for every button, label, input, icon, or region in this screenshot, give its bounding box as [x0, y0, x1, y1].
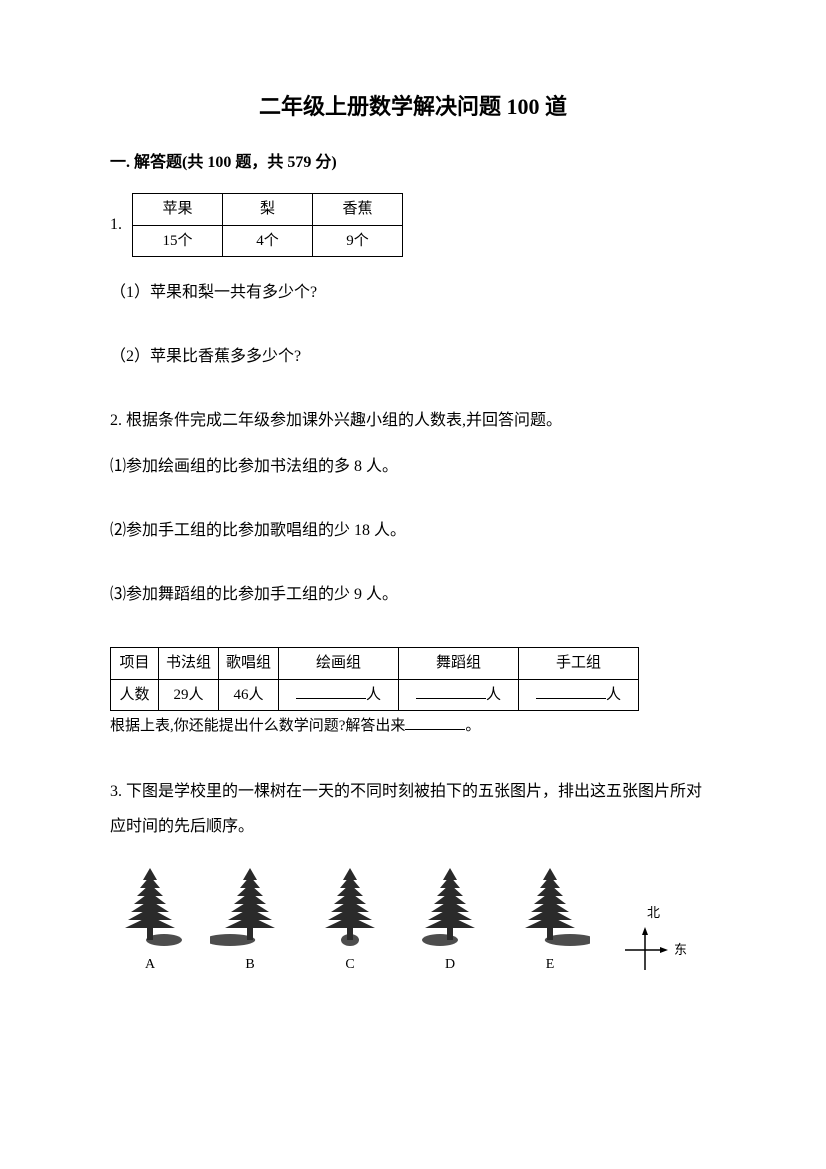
section-header: 一. 解答题(共 100 题，共 579 分) — [110, 151, 716, 175]
fruit-value: 4个 — [223, 225, 313, 257]
tree-label: E — [546, 954, 555, 975]
compass-icon: 北 东 — [620, 903, 687, 975]
question-1: 1. 苹果 梨 香蕉 15个 4个 9个 — [110, 193, 716, 257]
compass-east-label: 东 — [674, 940, 687, 960]
groups-table: 项目 书法组 歌唱组 绘画组 舞蹈组 手工组 人数 29人 46人 人 人 人 — [110, 647, 639, 711]
blank-line — [296, 685, 366, 699]
fruit-header: 香蕉 — [313, 194, 403, 226]
tree-label: B — [245, 954, 254, 975]
tree-c: C — [310, 858, 390, 975]
blank-line — [405, 716, 465, 730]
fruit-header: 苹果 — [133, 194, 223, 226]
blank-line — [536, 685, 606, 699]
tree-b: B — [210, 858, 290, 975]
tree-label: A — [145, 954, 155, 975]
table-cell: 46人 — [219, 679, 279, 711]
tree-a: A — [110, 858, 190, 975]
q2-cond3: ⑶参加舞蹈组的比参加手工组的少 9 人。 — [110, 583, 716, 607]
q2-followup: 根据上表,你还能提出什么数学问题?解答出来。 — [110, 715, 716, 738]
fruit-table: 苹果 梨 香蕉 15个 4个 9个 — [132, 193, 403, 257]
trees-row: A B C D E 北 东 — [110, 858, 716, 975]
fruit-header: 梨 — [223, 194, 313, 226]
fruit-value: 15个 — [133, 225, 223, 257]
compass-svg — [620, 925, 670, 975]
table-cell-blank: 人 — [399, 679, 519, 711]
blank-line — [416, 685, 486, 699]
q2-intro: 2. 根据条件完成二年级参加课外兴趣小组的人数表,并回答问题。 — [110, 409, 716, 433]
table-cell: 人数 — [111, 679, 159, 711]
table-cell: 29人 — [159, 679, 219, 711]
compass-north-label: 北 — [647, 903, 660, 923]
tree-e: E — [510, 858, 590, 975]
table-cell: 项目 — [111, 648, 159, 680]
table-cell: 歌唱组 — [219, 648, 279, 680]
q1-number: 1. — [110, 213, 122, 237]
q1-sub2: （2）苹果比香蕉多多少个? — [110, 345, 716, 369]
q2-cond1: ⑴参加绘画组的比参加书法组的多 8 人。 — [110, 455, 716, 479]
fruit-value: 9个 — [313, 225, 403, 257]
table-cell: 舞蹈组 — [399, 648, 519, 680]
table-cell: 手工组 — [519, 648, 639, 680]
tree-label: D — [445, 954, 455, 975]
q2-cond2: ⑵参加手工组的比参加歌唱组的少 18 人。 — [110, 519, 716, 543]
table-cell-blank: 人 — [279, 679, 399, 711]
table-cell-blank: 人 — [519, 679, 639, 711]
table-cell: 绘画组 — [279, 648, 399, 680]
page-title: 二年级上册数学解决问题 100 道 — [110, 90, 716, 123]
tree-label: C — [345, 954, 354, 975]
tree-d: D — [410, 858, 490, 975]
q1-sub1: （1）苹果和梨一共有多少个? — [110, 281, 716, 305]
q3-text: 3. 下图是学校里的一棵树在一天的不同时刻被拍下的五张图片，排出这五张图片所对应… — [110, 774, 716, 844]
table-cell: 书法组 — [159, 648, 219, 680]
